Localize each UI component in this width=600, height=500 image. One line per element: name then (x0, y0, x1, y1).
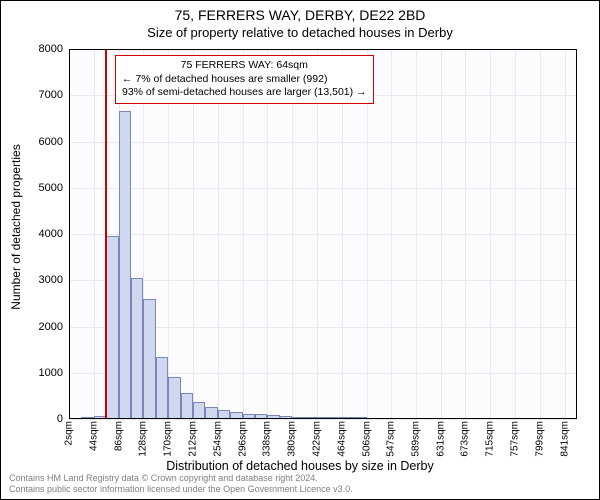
y-tick-label: 8000 (13, 43, 63, 55)
histogram-bar (156, 357, 168, 419)
y-tick-label: 4000 (13, 228, 63, 240)
x-tick-label: 715sqm (485, 421, 496, 457)
chart-subtitle: Size of property relative to detached ho… (1, 25, 599, 40)
y-tick-label: 7000 (13, 89, 63, 101)
y-tick-label: 2000 (13, 321, 63, 333)
gridline-horizontal (69, 142, 577, 143)
histogram-bar (181, 393, 193, 419)
gridline-vertical (391, 49, 392, 419)
gridline-vertical (69, 49, 70, 419)
x-tick-label: 170sqm (163, 421, 174, 457)
x-tick-label: 673sqm (460, 421, 471, 457)
x-tick-label: 506sqm (361, 421, 372, 457)
gridline-horizontal (69, 280, 577, 281)
gridline-vertical (490, 49, 491, 419)
x-tick-label: 86sqm (113, 421, 124, 451)
gridline-vertical (193, 49, 194, 419)
gridline-vertical (168, 49, 169, 419)
footer-line-2: Contains public sector information licen… (9, 484, 353, 495)
histogram-bar (292, 417, 304, 419)
x-tick-label: 799sqm (534, 421, 545, 457)
gridline-horizontal (69, 188, 577, 189)
attribution-footer: Contains HM Land Registry data © Crown c… (9, 473, 353, 496)
annotation-box: 75 FERRERS WAY: 64sqm← 7% of detached ho… (115, 55, 374, 104)
annotation-line: 75 FERRERS WAY: 64sqm (122, 59, 367, 73)
histogram-bar (131, 278, 143, 419)
histogram-bar (317, 417, 329, 419)
gridline-vertical (416, 49, 417, 419)
x-tick-label: 422sqm (312, 421, 323, 457)
chart-title: 75, FERRERS WAY, DERBY, DE22 2BD (1, 7, 599, 23)
annotation-line: ← 7% of detached houses are smaller (992… (122, 73, 367, 87)
footer-line-1: Contains HM Land Registry data © Crown c… (9, 473, 353, 484)
x-tick-label: 2sqm (64, 421, 75, 445)
histogram-bar (106, 236, 118, 419)
histogram-bar (342, 417, 354, 419)
histogram-bar (329, 417, 341, 419)
gridline-vertical (94, 49, 95, 419)
histogram-bar (354, 417, 366, 419)
histogram-bar (255, 414, 267, 419)
gridline-vertical (317, 49, 318, 419)
histogram-bar (305, 417, 317, 419)
x-tick-label: 631sqm (435, 421, 446, 457)
x-tick-label: 757sqm (509, 421, 520, 457)
histogram-bar (280, 416, 292, 419)
x-tick-label: 464sqm (336, 421, 347, 457)
x-tick-label: 254sqm (212, 421, 223, 457)
plot-area: 75 FERRERS WAY: 64sqm← 7% of detached ho… (69, 49, 577, 419)
x-tick-label: 841sqm (559, 421, 570, 457)
x-tick-label: 380sqm (287, 421, 298, 457)
x-axis-label: Distribution of detached houses by size … (1, 459, 599, 473)
gridline-vertical (441, 49, 442, 419)
x-tick-label: 338sqm (262, 421, 273, 457)
x-tick-label: 296sqm (237, 421, 248, 457)
histogram-bar (243, 414, 255, 419)
x-tick-label: 44sqm (88, 421, 99, 451)
gridline-vertical (515, 49, 516, 419)
gridline-vertical (243, 49, 244, 419)
chart-container: 75, FERRERS WAY, DERBY, DE22 2BD Size of… (0, 0, 600, 500)
gridline-vertical (218, 49, 219, 419)
x-tick-label: 547sqm (385, 421, 396, 457)
y-tick-label: 6000 (13, 136, 63, 148)
x-tick-label: 128sqm (138, 421, 149, 457)
gridline-vertical (367, 49, 368, 419)
gridline-vertical (267, 49, 268, 419)
y-tick-label: 3000 (13, 274, 63, 286)
property-marker-line (105, 49, 107, 419)
gridline-horizontal (69, 234, 577, 235)
histogram-bar (218, 410, 230, 419)
histogram-bar (205, 407, 217, 419)
gridline-vertical (540, 49, 541, 419)
y-tick-label: 1000 (13, 367, 63, 379)
histogram-bar (119, 111, 131, 419)
gridline-vertical (292, 49, 293, 419)
histogram-bar (143, 299, 155, 419)
gridline-vertical (342, 49, 343, 419)
y-tick-label: 5000 (13, 182, 63, 194)
gridline-vertical (465, 49, 466, 419)
histogram-bar (193, 402, 205, 419)
histogram-bar (267, 415, 279, 419)
y-tick-label: 0 (13, 413, 63, 425)
histogram-bar (230, 412, 242, 419)
histogram-bar (168, 377, 180, 419)
gridline-horizontal (69, 419, 577, 420)
gridline-horizontal (69, 49, 577, 50)
x-tick-label: 212sqm (188, 421, 199, 457)
gridline-vertical (565, 49, 566, 419)
annotation-line: 93% of semi-detached houses are larger (… (122, 86, 367, 100)
histogram-bar (81, 417, 93, 419)
x-tick-label: 589sqm (410, 421, 421, 457)
